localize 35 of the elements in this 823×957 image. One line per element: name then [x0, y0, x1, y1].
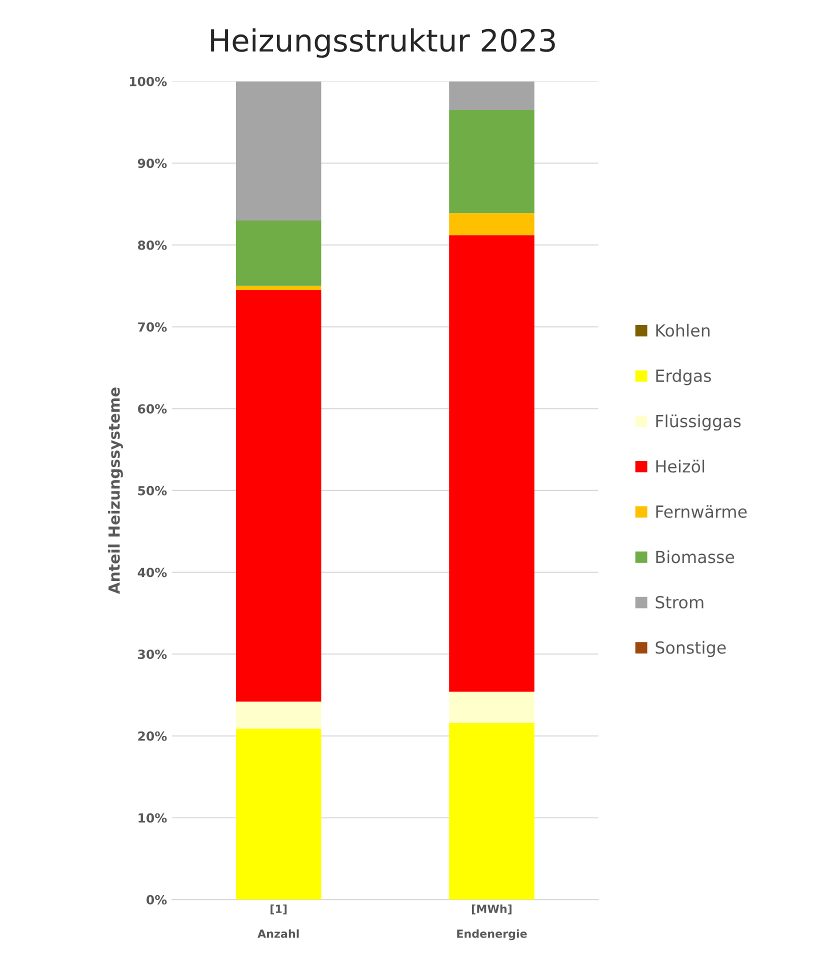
bar: [449, 722, 534, 900]
bar: [236, 220, 322, 286]
category-label: [1] Anzahl: [258, 904, 299, 938]
y-tick-label: 80%: [138, 240, 167, 250]
bar: [449, 81, 534, 110]
bar: [236, 286, 322, 290]
chart-title: Heizungsstruktur 2023: [211, 28, 555, 58]
category-label: [MWh] Endenergie: [457, 904, 527, 940]
legend-label: Kohlen: [656, 324, 710, 337]
bar: [236, 728, 322, 900]
bar: [236, 81, 322, 220]
y-tick-label: 100%: [130, 76, 167, 86]
bar: [236, 702, 322, 729]
y-tick-label: 10%: [138, 813, 167, 823]
y-tick-label: 30%: [138, 650, 167, 660]
y-tick-label: 90%: [138, 158, 167, 168]
legend-label: Heizöl: [656, 460, 704, 473]
legend-label: Biomasse: [656, 550, 734, 564]
y-tick-label: 40%: [138, 568, 167, 578]
y-tick-label: 0%: [146, 895, 167, 905]
y-tick-label: 20%: [138, 731, 167, 741]
y-tick-label: 70%: [138, 322, 167, 332]
bar: [236, 290, 322, 702]
y-tick-label: 60%: [138, 404, 167, 414]
legend-label: Flüssiggas: [656, 414, 741, 431]
legend-label: Strom: [656, 596, 704, 609]
legend-label: Sonstige: [656, 640, 726, 658]
bar: [449, 692, 534, 723]
bar: [449, 213, 534, 236]
y-axis-title: Anteil Heizungssysteme: [108, 388, 123, 594]
legend-label: Fernwärme: [656, 505, 747, 518]
bar: [449, 235, 534, 692]
legend-label: Erdgas: [656, 369, 711, 386]
bar: [449, 110, 534, 214]
y-tick-label: 50%: [138, 486, 167, 496]
